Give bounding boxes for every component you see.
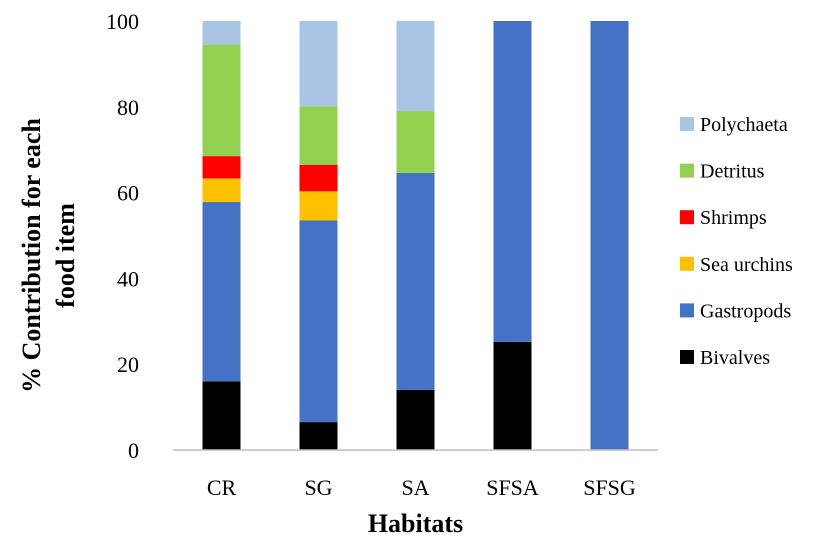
x-axis-ticks: CR SG SA SFSA SFSG [207, 475, 636, 500]
y-tick-label: 80 [117, 95, 139, 120]
legend-label: Sea urchins [700, 254, 793, 276]
legend-label: Polychaeta [700, 114, 788, 136]
y-tick-label: 60 [117, 181, 139, 206]
y-tick-label: 100 [106, 9, 139, 34]
bar-segment-gastropods [493, 21, 532, 342]
bar-segment-bivalves [299, 422, 338, 450]
legend-label: Bivalves [700, 347, 770, 369]
legend-swatch [680, 303, 694, 318]
x-tick-label: CR [207, 475, 237, 500]
legend-swatch [680, 256, 694, 271]
legend-swatch [680, 350, 694, 364]
legend: Polychaeta Detritus Shrimps Sea urchins Gast… [680, 114, 793, 369]
legend-label: Gastropods [700, 300, 791, 322]
bar-segment-polychaeta [396, 21, 435, 112]
y-axis-title: % Contribution for each food item [17, 118, 80, 393]
legend-swatch [680, 210, 694, 225]
bar-segment-detritus [299, 106, 338, 165]
bar-segment-gastropods [590, 21, 629, 450]
bars [202, 21, 629, 450]
bar-segment-sea-urchins [202, 178, 241, 203]
bar-segment-polychaeta [202, 21, 241, 45]
y-axis-ticks: 0 20 40 60 80 100 [106, 9, 139, 463]
bar-segment-gastropods [299, 220, 338, 423]
y-tick-label: 40 [117, 266, 139, 291]
legend-swatch [680, 117, 694, 131]
y-tick-label: 0 [128, 438, 139, 463]
bar-segment-shrimps [299, 164, 338, 192]
bar-segment-shrimps [202, 156, 241, 179]
bar-segment-detritus [202, 44, 241, 157]
bar-segment-bivalves [493, 341, 532, 450]
x-tick-label: SG [304, 475, 332, 500]
legend-label: Shrimps [700, 207, 767, 229]
bar-segment-detritus [396, 111, 435, 173]
x-axis-title: Habitats [368, 509, 463, 538]
bar-segment-sea-urchins [299, 191, 338, 221]
x-tick-label: SFSG [583, 475, 636, 500]
bar-segment-polychaeta [299, 21, 338, 107]
bar-segment-gastropods [202, 202, 241, 382]
x-tick-label: SA [401, 475, 429, 500]
bar-segment-bivalves [396, 389, 435, 450]
x-tick-label: SFSA [486, 475, 539, 500]
bar-segment-gastropods [396, 172, 435, 390]
y-tick-label: 20 [117, 352, 139, 377]
bar-segment-bivalves [202, 381, 241, 450]
legend-swatch [680, 163, 694, 178]
legend-label: Detritus [700, 161, 765, 183]
